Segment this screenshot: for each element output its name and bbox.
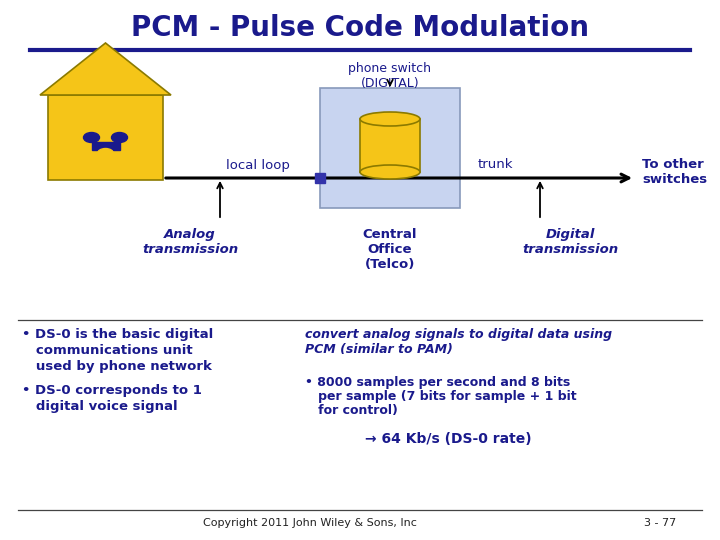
Text: → 64 Kb/s (DS-0 rate): → 64 Kb/s (DS-0 rate): [365, 432, 531, 446]
Text: trunk: trunk: [477, 159, 513, 172]
Text: Digital
transmission: Digital transmission: [522, 228, 618, 256]
Text: 3 - 77: 3 - 77: [644, 518, 676, 528]
Text: used by phone network: used by phone network: [22, 360, 212, 373]
Text: local loop: local loop: [226, 159, 290, 172]
Text: per sample (7 bits for sample + 1 bit: per sample (7 bits for sample + 1 bit: [305, 390, 577, 403]
Text: for control): for control): [305, 404, 398, 417]
Text: PCM - Pulse Code Modulation: PCM - Pulse Code Modulation: [131, 14, 589, 42]
Text: communications unit: communications unit: [22, 344, 193, 357]
Text: Central
Office
(Telco): Central Office (Telco): [363, 228, 418, 271]
Text: • 8000 samples per second and 8 bits: • 8000 samples per second and 8 bits: [305, 376, 570, 389]
Text: convert analog signals to digital data using
PCM (similar to PAM): convert analog signals to digital data u…: [305, 328, 612, 356]
Polygon shape: [48, 95, 163, 180]
Text: • DS-0 corresponds to 1: • DS-0 corresponds to 1: [22, 384, 202, 397]
Ellipse shape: [360, 165, 420, 179]
Ellipse shape: [360, 112, 420, 126]
Ellipse shape: [84, 132, 99, 143]
Text: phone switch
(DIGITAL): phone switch (DIGITAL): [348, 62, 431, 90]
Text: digital voice signal: digital voice signal: [22, 400, 178, 413]
Text: Analog
transmission: Analog transmission: [142, 228, 238, 256]
FancyBboxPatch shape: [320, 88, 460, 208]
Text: To other
switches: To other switches: [642, 158, 707, 186]
Text: • DS-0 is the basic digital: • DS-0 is the basic digital: [22, 328, 213, 341]
Polygon shape: [315, 173, 325, 183]
Polygon shape: [91, 141, 120, 150]
Text: Copyright 2011 John Wiley & Sons, Inc: Copyright 2011 John Wiley & Sons, Inc: [203, 518, 417, 528]
Ellipse shape: [112, 132, 127, 143]
Polygon shape: [40, 43, 171, 95]
Ellipse shape: [97, 148, 114, 159]
Polygon shape: [360, 119, 420, 172]
